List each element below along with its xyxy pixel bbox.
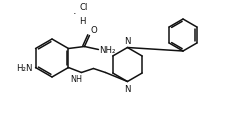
Text: N: N bbox=[124, 36, 131, 45]
Text: H: H bbox=[79, 17, 86, 26]
Text: Cl: Cl bbox=[79, 3, 87, 12]
Text: NH₂: NH₂ bbox=[99, 46, 116, 54]
Text: H₂N: H₂N bbox=[16, 63, 33, 72]
Text: N: N bbox=[124, 85, 131, 94]
Text: NH: NH bbox=[70, 74, 82, 83]
Text: O: O bbox=[90, 25, 97, 34]
Text: ·: · bbox=[72, 9, 76, 19]
